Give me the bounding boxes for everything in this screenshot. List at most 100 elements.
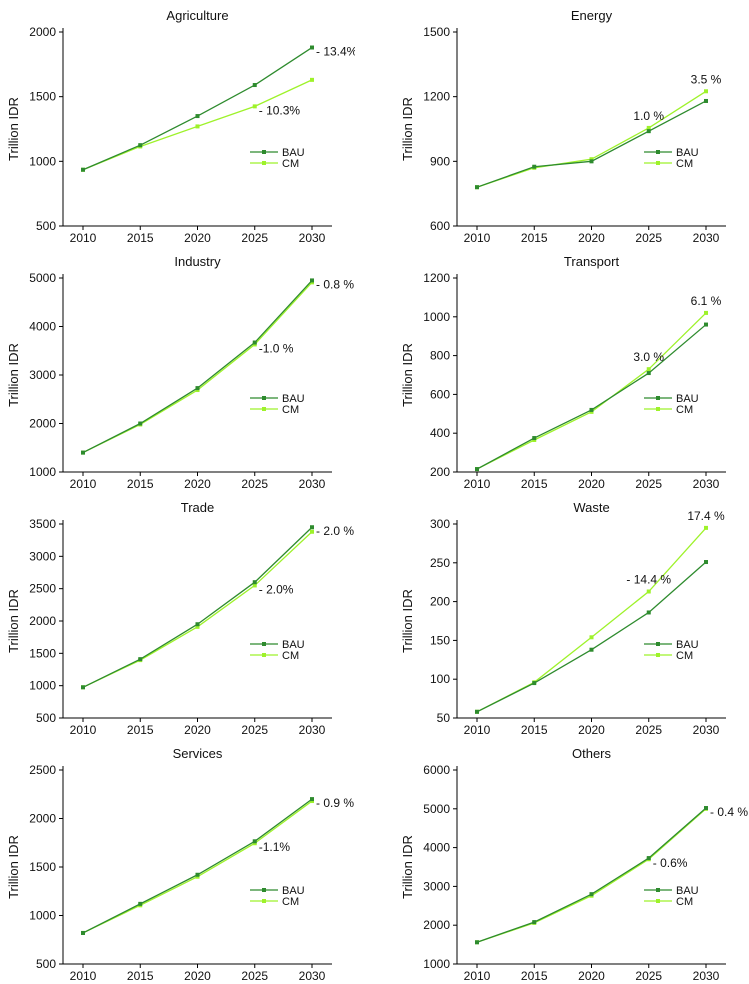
y-tick-label: 600 bbox=[430, 219, 450, 233]
data-point-cm bbox=[195, 124, 200, 129]
data-point-bau bbox=[475, 467, 479, 472]
x-tick-label: 2020 bbox=[184, 477, 211, 491]
chart-title: Waste bbox=[573, 500, 609, 515]
legend-label-cm: CM bbox=[282, 404, 299, 416]
chart-energy: Energy Trillion IDR 600 900 1200 1500 2010 2015… bbox=[400, 8, 726, 245]
y-tick-label: 600 bbox=[430, 387, 450, 401]
y-tick-label: 6000 bbox=[423, 763, 450, 777]
y-tick-label: 900 bbox=[430, 154, 450, 168]
data-point-bau bbox=[310, 45, 314, 50]
series-line-cm bbox=[82, 800, 313, 934]
x-tick-label: 2020 bbox=[578, 969, 605, 983]
x-tick-label: 2010 bbox=[70, 231, 97, 245]
x-tick-label: 2010 bbox=[70, 969, 97, 983]
legend-label-cm: CM bbox=[676, 158, 693, 170]
legend-marker-bau bbox=[656, 642, 660, 646]
legend-marker-cm bbox=[262, 161, 266, 165]
x-tick-label: 2025 bbox=[241, 723, 268, 737]
series-line-cm bbox=[476, 90, 707, 188]
data-point-bau bbox=[195, 386, 200, 391]
legend-label-bau: BAU bbox=[282, 147, 305, 159]
data-point-bau bbox=[195, 114, 200, 119]
chart-title: Others bbox=[572, 746, 612, 761]
annotation-label: - 0.8 % bbox=[316, 277, 354, 291]
y-tick-label: 250 bbox=[430, 556, 450, 570]
data-point-cm bbox=[646, 125, 651, 130]
legend-marker-cm bbox=[656, 407, 660, 411]
annotation-label: 6.1 % bbox=[691, 294, 722, 308]
data-point-bau bbox=[704, 98, 708, 103]
data-point-bau bbox=[589, 647, 594, 652]
data-point-bau bbox=[646, 610, 651, 615]
x-tick-label: 2010 bbox=[464, 723, 491, 737]
data-point-bau bbox=[252, 839, 257, 844]
chart-title: Trade bbox=[181, 500, 214, 515]
x-tick-label: 2030 bbox=[299, 231, 326, 245]
y-tick-label: 3000 bbox=[29, 368, 56, 382]
y-tick-label: 50 bbox=[437, 711, 451, 725]
series-line-cm bbox=[476, 312, 707, 470]
y-tick-label: 1500 bbox=[29, 646, 56, 660]
x-tick-label: 2030 bbox=[693, 477, 720, 491]
annotation-label: -1.1% bbox=[259, 840, 291, 854]
data-point-bau bbox=[475, 940, 479, 945]
data-point-bau bbox=[195, 622, 200, 627]
data-point-bau bbox=[138, 421, 143, 426]
x-tick-label: 2025 bbox=[241, 231, 268, 245]
series-line-cm bbox=[476, 808, 707, 943]
x-tick-label: 2030 bbox=[693, 231, 720, 245]
annotation-label: 1.0 % bbox=[633, 109, 664, 123]
y-tick-label: 300 bbox=[430, 517, 450, 531]
legend-label-bau: BAU bbox=[676, 885, 699, 897]
series-line-bau bbox=[82, 279, 313, 454]
x-tick-label: 2020 bbox=[184, 723, 211, 737]
annotation-label: - 14.4 % bbox=[626, 573, 671, 587]
chart-trade: Trade Trillion IDR 500 1000 1500 2000 2500 3000… bbox=[6, 500, 354, 737]
y-tick-label: 3000 bbox=[29, 549, 56, 563]
annotation-label: - 2.0 % bbox=[316, 524, 354, 538]
x-tick-label: 2010 bbox=[464, 969, 491, 983]
x-tick-label: 2030 bbox=[693, 723, 720, 737]
y-tick-label: 2000 bbox=[29, 25, 56, 39]
y-tick-label: 1500 bbox=[29, 860, 56, 874]
y-tick-label: 400 bbox=[430, 426, 450, 440]
legend-marker-cm bbox=[262, 899, 266, 903]
y-tick-label: 3000 bbox=[423, 879, 450, 893]
data-point-bau bbox=[310, 525, 314, 530]
x-tick-label: 2010 bbox=[70, 477, 97, 491]
legend-marker-bau bbox=[656, 888, 660, 892]
annotation-label: - 0.4 % bbox=[710, 805, 748, 819]
y-tick-label: 1500 bbox=[423, 25, 450, 39]
chart-others: Others Trillion IDR 1000 2000 3000 4000 5000 60… bbox=[400, 746, 748, 983]
y-tick-label: 2500 bbox=[29, 582, 56, 596]
data-point-bau bbox=[252, 83, 257, 88]
data-point-bau bbox=[81, 450, 85, 455]
y-axis-label: Trillion IDR bbox=[400, 97, 415, 161]
y-tick-label: 4000 bbox=[29, 320, 56, 334]
legend-marker-bau bbox=[262, 396, 266, 400]
legend-label-cm: CM bbox=[676, 896, 693, 908]
x-tick-label: 2015 bbox=[521, 723, 548, 737]
y-tick-label: 2500 bbox=[29, 763, 56, 777]
annotation-label: 3.5 % bbox=[691, 72, 722, 86]
x-tick-label: 2030 bbox=[299, 723, 326, 737]
legend-marker-cm bbox=[262, 407, 266, 411]
series-line-bau bbox=[476, 807, 707, 943]
data-point-cm bbox=[646, 367, 651, 372]
x-tick-label: 2025 bbox=[635, 969, 662, 983]
annotation-label: 17.4 % bbox=[687, 509, 725, 523]
legend-label-cm: CM bbox=[282, 896, 299, 908]
legend-label-bau: BAU bbox=[282, 393, 305, 405]
legend-marker-bau bbox=[656, 150, 660, 154]
legend-marker-cm bbox=[656, 161, 660, 165]
x-tick-label: 2020 bbox=[184, 231, 211, 245]
y-tick-label: 1000 bbox=[29, 679, 56, 693]
data-point-bau bbox=[138, 901, 143, 906]
y-tick-label: 1000 bbox=[29, 154, 56, 168]
legend-marker-cm bbox=[656, 899, 660, 903]
x-tick-label: 2015 bbox=[521, 477, 548, 491]
series-line-cm bbox=[476, 527, 707, 713]
data-point-bau bbox=[252, 580, 257, 585]
x-tick-label: 2020 bbox=[578, 231, 605, 245]
data-point-bau bbox=[138, 143, 143, 148]
